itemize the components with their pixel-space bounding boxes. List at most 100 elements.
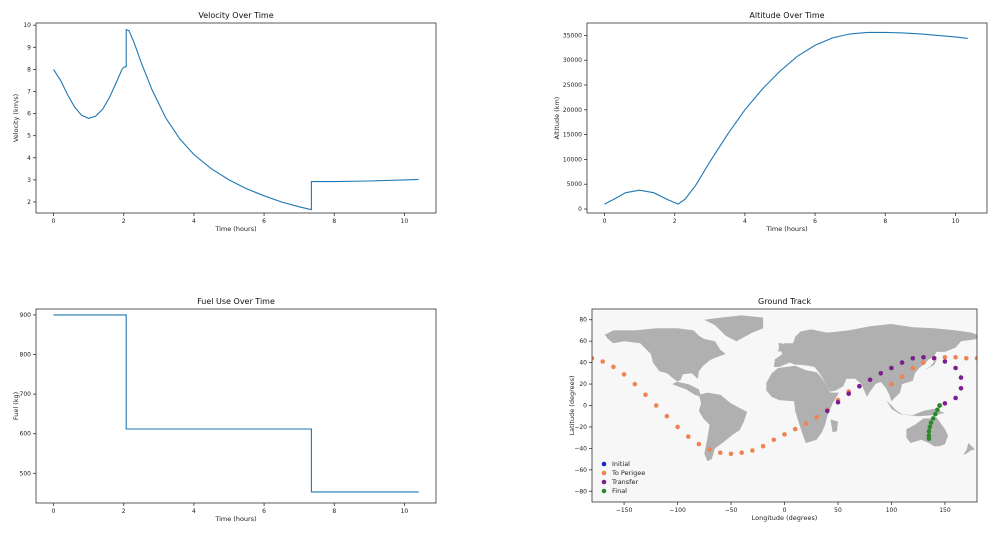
ground-track-point: [857, 383, 862, 389]
ground-track-point: [926, 433, 932, 438]
ground-track-point: [889, 365, 894, 371]
y-tick-label: −20: [574, 424, 587, 431]
x-tick-label: 50: [834, 507, 842, 514]
ground-track-point: [921, 360, 926, 365]
ground-track-point: [739, 450, 744, 456]
ground-track-point: [653, 403, 659, 408]
ground-track-point: [937, 403, 942, 408]
y-tick-label: 800: [20, 352, 32, 359]
ground-track-point: [933, 411, 938, 417]
x-tick-label: 4: [192, 218, 196, 225]
y-tick-label: 35000: [563, 32, 582, 39]
x-tick-label: 10: [401, 218, 409, 225]
ground-track-point: [935, 407, 940, 413]
ground-track-point: [930, 416, 936, 421]
legend-label: Initial: [612, 460, 630, 468]
ground-track-point: [974, 356, 977, 361]
ground-track-point: [611, 364, 616, 370]
y-tick-label: 5: [27, 133, 31, 140]
ground-track-point: [664, 413, 670, 419]
series-line: [604, 31, 968, 205]
y-tick-label: 10: [23, 22, 31, 29]
land-polygon: [830, 419, 838, 433]
x-axis-label: Time (hours): [214, 225, 256, 233]
x-tick-label: 0: [52, 508, 56, 515]
x-tick-label: 8: [332, 508, 336, 515]
ground-track-point: [921, 355, 926, 360]
ground-track-point: [926, 436, 932, 442]
land-polygon: [778, 343, 786, 352]
y-axis-label: Fuel (kg): [12, 392, 20, 420]
y-axis-label: Altitude (km): [553, 97, 561, 140]
x-axis-label: Time (hours): [214, 515, 256, 523]
y-tick-label: 4: [27, 155, 31, 162]
ground-track-point: [782, 432, 787, 437]
plot-frame: [35, 22, 437, 214]
ground-track-point: [792, 426, 798, 432]
ground-track-point: [928, 420, 934, 426]
legend-marker: [601, 479, 607, 485]
ground-track-point: [760, 443, 766, 449]
y-tick-label: 2: [27, 199, 31, 206]
legend-marker: [601, 488, 607, 494]
ground-track-point: [803, 421, 809, 427]
ground-track-point: [910, 356, 916, 361]
altitude-chart: 0 2 4 6 8 10 0 5000 10000 15000 20000 25000 30000 350…: [553, 11, 988, 233]
x-tick-label: 8: [332, 218, 336, 225]
y-tick-label: 20: [579, 381, 587, 388]
ground-track-chart: −150 −100 −50 0 50 100 150 −80 −60 −40 −20 0 20 40 60 8…: [568, 297, 978, 522]
ground-track-point: [927, 424, 933, 430]
x-tick-label: 10: [952, 218, 960, 225]
fuel-chart: 0 2 4 6 8 10 500 600 700 800 900 Fuel Use Over Time…: [12, 297, 437, 523]
y-tick-label: 700: [20, 391, 32, 398]
x-tick-label: 2: [122, 508, 126, 515]
ground-track-point: [675, 424, 680, 430]
ground-track-point: [825, 408, 830, 414]
series-line: [53, 28, 419, 211]
land-polygon: [963, 443, 975, 455]
plot-frame: [35, 308, 437, 504]
y-tick-label: 3: [27, 177, 31, 184]
land-polygon: [886, 400, 945, 417]
x-tick-label: 0: [603, 218, 607, 225]
land-polygon: [698, 392, 748, 462]
ground-track-point: [910, 365, 916, 371]
y-tick-label: 15000: [563, 132, 582, 139]
ground-track-point: [707, 447, 712, 452]
y-tick-label: 25000: [563, 82, 582, 89]
y-tick-label: 6: [27, 111, 31, 118]
legend-marker: [601, 470, 607, 476]
x-tick-label: 4: [192, 508, 196, 515]
y-tick-label: 900: [20, 312, 32, 319]
ground-track-point: [964, 356, 969, 361]
y-tick-label: 0: [583, 403, 587, 410]
legend-label: Final: [612, 487, 627, 495]
x-tick-label: 10: [401, 508, 409, 515]
x-tick-label: 2: [673, 218, 677, 225]
y-tick-label: 0: [578, 206, 582, 213]
y-tick-label: 80: [579, 317, 587, 324]
x-tick-label: 2: [122, 218, 126, 225]
y-tick-label: 5000: [567, 181, 582, 188]
ground-track-point: [942, 355, 948, 360]
land-polygon: [923, 358, 940, 371]
x-tick-label: 6: [813, 218, 817, 225]
land-polygon: [766, 365, 839, 443]
ground-track-point: [814, 415, 819, 420]
series-line: [53, 314, 419, 493]
ground-track-point: [931, 356, 937, 361]
ground-track-point: [600, 359, 605, 364]
y-tick-label: −60: [574, 467, 587, 474]
x-tick-label: 150: [939, 507, 951, 514]
y-axis-label: Latitude (degrees): [568, 375, 576, 435]
ground-track-point: [686, 434, 691, 439]
y-tick-label: 500: [20, 470, 32, 477]
x-tick-label: 100: [886, 507, 898, 514]
land-polygon: [773, 324, 977, 402]
chart-title: Velocity Over Time: [198, 11, 273, 20]
y-tick-label: 600: [20, 431, 32, 438]
ground-track-point: [643, 392, 648, 398]
land-polygon: [704, 315, 764, 342]
